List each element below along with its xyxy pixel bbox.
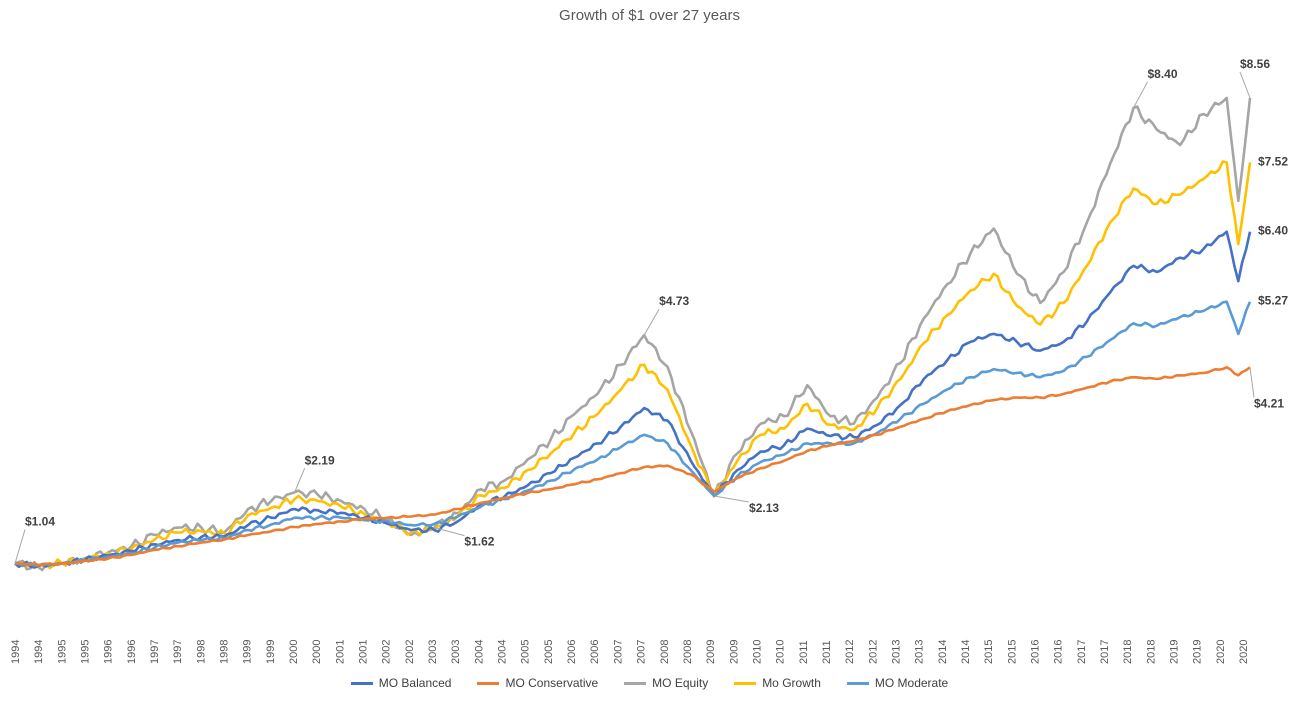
- series-line-mo-growth: [14, 160, 1252, 570]
- x-tick-label: 2019: [1192, 640, 1204, 664]
- data-label-leader: [713, 495, 750, 503]
- data-label: $5.27: [1258, 294, 1288, 308]
- x-tick-label: 2020: [1215, 640, 1227, 664]
- data-label-leader: [1249, 367, 1255, 398]
- x-tick-label: 2006: [589, 640, 601, 664]
- x-tick-label: 2014: [960, 640, 972, 664]
- legend-swatch: [350, 681, 373, 685]
- x-tick-label: 1997: [172, 640, 184, 664]
- x-tick-label: 2017: [1076, 640, 1088, 664]
- data-label: $6.40: [1258, 224, 1288, 238]
- series-lines: [14, 96, 1252, 572]
- data-label-leader: [643, 308, 660, 336]
- data-label-leader: [1133, 81, 1148, 109]
- x-tick-label: 2004: [473, 640, 485, 664]
- x-tick-label: 2005: [543, 640, 555, 664]
- series-line-mo-equity: [14, 96, 1252, 572]
- x-tick-label: 2011: [798, 640, 810, 664]
- x-tick-label: 2002: [404, 640, 416, 664]
- x-tick-label: 1998: [195, 640, 207, 664]
- x-tick-label: 2005: [520, 640, 532, 664]
- legend-item: Mo Growth: [734, 676, 821, 690]
- data-label: $2.19: [305, 453, 335, 467]
- x-tick-label: 2002: [381, 640, 393, 664]
- data-label-leader: [434, 527, 465, 537]
- x-tick-label: 2015: [983, 640, 995, 664]
- legend-swatch: [624, 681, 647, 685]
- data-label: $2.13: [749, 501, 779, 515]
- data-label: $1.62: [464, 535, 494, 549]
- legend-label: MO Balanced: [378, 676, 452, 690]
- x-tick-label: 2007: [636, 640, 648, 664]
- x-tick-label: 1994: [10, 640, 22, 664]
- data-label-leader: [14, 529, 26, 564]
- legend-item: MO Equity: [624, 676, 708, 690]
- x-tick-label: 1995: [56, 640, 68, 664]
- data-labels: $1.04 $2.19 $1.62 $4.73 $2.13 $8.40 $8.56 $7.52…: [14, 57, 1288, 564]
- x-tick-label: 2003: [427, 640, 439, 664]
- x-tick-label: 1996: [103, 640, 115, 664]
- x-tick-label: 2019: [1168, 640, 1180, 664]
- x-tick-label: 1994: [33, 640, 45, 664]
- series-line-mo-conservative: [14, 365, 1251, 567]
- x-tick-label: 2018: [1145, 640, 1157, 664]
- legend-item: MO Conservative: [477, 676, 598, 690]
- x-tick-label: 2006: [566, 640, 578, 664]
- x-tick-label: 2020: [1238, 640, 1250, 664]
- x-tick-label: 2001: [358, 640, 370, 664]
- x-tick-label: 2008: [682, 640, 694, 664]
- x-tick-label: 1999: [242, 640, 254, 664]
- x-tick-label: 1995: [80, 640, 92, 664]
- x-tick-label: 2010: [775, 640, 787, 664]
- x-tick-label: 2015: [1006, 640, 1018, 664]
- x-tick-label: 2013: [914, 640, 926, 664]
- x-tick-label: 1999: [265, 640, 277, 664]
- legend-item: MO Balanced: [350, 676, 452, 690]
- x-tick-label: 2018: [1122, 640, 1134, 664]
- x-tick-label: 2009: [728, 640, 740, 664]
- legend-label: MO Conservative: [505, 676, 599, 690]
- data-label: $7.52: [1258, 154, 1288, 168]
- legend-swatch: [477, 681, 500, 685]
- x-tick-label: 2003: [450, 640, 462, 664]
- x-tick-label: 2007: [612, 640, 624, 664]
- x-tick-label: 1997: [149, 640, 161, 664]
- x-tick-label: 2016: [1029, 640, 1041, 664]
- legend-item: MO Moderate: [846, 676, 949, 690]
- x-tick-label: 2014: [937, 640, 949, 664]
- data-label: $4.21: [1254, 396, 1284, 410]
- x-tick-label: 2001: [334, 640, 346, 664]
- legend-label: MO Equity: [652, 676, 709, 690]
- x-tick-label: 2011: [821, 640, 833, 664]
- x-tick-label: 2012: [867, 640, 879, 664]
- series-line-mo-moderate: [14, 300, 1252, 568]
- x-tick-label: 1998: [219, 640, 231, 664]
- legend: MO Balanced MO Conservative MO Equity Mo Gr…: [0, 676, 1299, 690]
- x-tick-label: 2017: [1099, 640, 1111, 664]
- x-axis: 1994 1994 1995 1995 1996 1996 1997 1997 1998 1998…: [10, 640, 1250, 664]
- data-label: $8.40: [1147, 67, 1177, 81]
- series-line-mo-balanced: [14, 230, 1252, 569]
- data-label-leader: [294, 468, 306, 493]
- chart-title: Growth of $1 over 27 years: [559, 7, 740, 24]
- data-label: $8.56: [1240, 57, 1270, 71]
- data-label: $4.73: [659, 294, 689, 308]
- x-tick-label: 2010: [751, 640, 763, 664]
- legend-swatch: [734, 681, 757, 685]
- x-tick-label: 2000: [311, 640, 323, 664]
- data-label-leader: [1239, 71, 1251, 99]
- x-tick-label: 1996: [126, 640, 138, 664]
- x-tick-label: 2008: [659, 640, 671, 664]
- data-label: $1.04: [25, 515, 55, 529]
- x-tick-label: 2013: [890, 640, 902, 664]
- legend-label: MO Moderate: [874, 676, 949, 690]
- x-tick-label: 2004: [497, 640, 509, 664]
- x-tick-label: 2009: [705, 640, 717, 664]
- x-tick-label: 2012: [844, 640, 856, 664]
- x-tick-label: 2016: [1053, 640, 1065, 664]
- legend-label: Mo Growth: [762, 676, 821, 690]
- x-tick-label: 2000: [288, 640, 300, 664]
- legend-swatch: [846, 681, 869, 685]
